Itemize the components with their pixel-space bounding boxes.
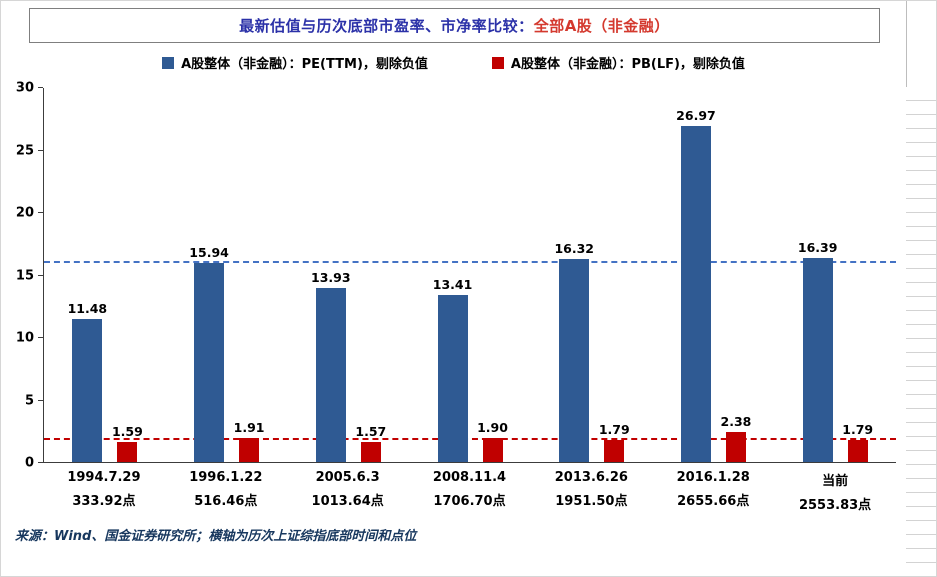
y-tick-label: 15 [15,268,34,283]
y-tick-mark [38,87,43,88]
x-label-points: 1706.70点 [433,494,506,509]
x-label-date: 1994.7.29 [67,470,141,485]
pe-average-dashed-line [44,260,896,263]
pe-bar: 15.94 [189,245,229,462]
y-tick-mark [38,212,43,213]
y-tick-label: 20 [15,205,34,221]
pb-bar: 2.38 [721,414,751,462]
plot-area: 11.48 1.59 15.94 1.91 13.93 1.57 13.41 1.90 16.3… [43,88,896,463]
pb-bar: 1.91 [234,420,265,462]
legend-item-pb: A股整体（非金融）：PB(LF)，剔除负值 [491,53,745,72]
bar-value-label: 1.79 [842,421,874,437]
chart-title: 最新估值与历次底部市盈率、市净率比较：全部A股（非金融） [29,8,880,43]
x-label-date: 2008.11.4 [432,470,507,485]
bar-group: 26.97 2.38 [653,88,775,462]
y-tick-label: 10 [15,330,34,346]
y-tick-label: 25 [15,143,34,158]
bar-group: 16.39 1.79 [774,88,896,462]
y-tick-mark [38,462,43,463]
title-main: 最新估值与历次底部市盈率、市净率比较： [239,17,534,35]
x-label-date: 2016.1.28 [676,470,750,485]
pe-bar: 16.39 [798,240,837,462]
bar-group: 11.48 1.59 [44,88,166,462]
x-label-points: 516.46点 [194,494,258,509]
bar-value-label: 1.79 [598,421,630,437]
pe-legend-swatch [162,56,175,69]
pe-bar: 13.41 [433,277,472,462]
y-tick-mark [38,399,43,401]
y-tick-mark [38,149,43,151]
bar-value-label: 1.90 [477,420,508,436]
bar-group: 15.94 1.91 [166,88,288,462]
x-axis-label: 2008.11.4 1706.70点 [409,470,531,513]
x-axis-label: 2013.6.26 1951.50点 [530,470,652,513]
bar-value-label: 1.91 [233,420,265,436]
source-note: 来源：Wind、国金证券研究所；横轴为历次上证综指底部时间和点位 [15,529,417,544]
bar-value-label: 16.32 [554,240,595,256]
bar-group: 13.93 1.57 [287,88,409,462]
pe-bar: 26.97 [676,108,716,462]
bar-group: 16.32 1.79 [531,88,653,462]
x-axis-label: 2005.6.3 1013.64点 [287,470,409,513]
x-axis-label: 当前 2553.83点 [774,470,896,513]
bar-value-label: 1.57 [355,424,387,440]
x-axis-label: 1994.7.29 333.92点 [43,470,165,513]
legend-item-pe: A股整体（非金融）：PE(TTM)，剔除负值 [162,53,428,72]
bar-value-label: 26.97 [676,107,716,123]
bar-group: 13.41 1.90 [409,88,531,462]
x-axis-label: 2016.1.28 2655.66点 [652,470,774,513]
bar-value-label: 13.93 [311,270,351,286]
chart-card: 最新估值与历次底部市盈率、市净率比较：全部A股（非金融） A股整体（非金融）：P… [1,1,907,576]
pe-bar: 16.32 [554,241,594,462]
pb-legend-label: A股整体（非金融）：PB(LF)，剔除负值 [510,57,745,72]
bar-value-label: 1.59 [111,424,143,440]
y-tick-label: 30 [15,80,34,96]
x-label-points: 2553.83点 [798,498,872,513]
bar-value-label: 13.41 [432,276,473,292]
y-tick-label: 5 [24,393,34,408]
pe-bar: 11.48 [68,301,107,462]
y-axis: 0 5 10 15 20 25 30 [9,82,43,470]
bar-value-label: 2.38 [720,414,752,430]
x-label-date: 当前 [822,474,849,489]
y-tick-label: 0 [24,455,34,471]
chart: 0 5 10 15 20 25 30 11.48 1.59 15.94 1.91 13.93 1.57… [9,82,896,470]
bar-value-label: 16.39 [797,239,838,255]
title-highlight: 全部A股（非金融） [533,17,670,35]
pb-legend-swatch [491,56,504,69]
pb-bar: 1.57 [355,424,386,462]
bar-value-label: 15.94 [189,245,229,261]
x-label-points: 1951.50点 [555,494,628,509]
pe-legend-label: A股整体（非金融）：PE(TTM)，剔除负值 [181,57,428,72]
x-label-points: 333.92点 [72,494,136,509]
y-tick-mark [38,274,43,276]
right-ruled-strip [906,87,936,576]
x-label-date: 1996.1.22 [189,470,263,485]
pb-bar: 1.90 [477,420,508,462]
pb-bar: 1.79 [599,422,630,462]
y-tick-mark [38,337,43,338]
pb-bar: 1.59 [112,424,143,462]
x-label-date: 2005.6.3 [315,470,380,485]
pb-average-dashed-line [44,437,896,440]
x-label-points: 1013.64点 [311,494,384,509]
bar-value-label: 11.48 [67,300,108,316]
x-label-points: 2655.66点 [677,494,750,509]
pe-bar: 13.93 [311,270,351,462]
x-axis: 1994.7.29 333.92点 1996.1.22 516.46点 2005.6.3… [43,470,896,513]
x-label-date: 2013.6.26 [554,470,628,485]
legend: A股整体（非金融）：PE(TTM)，剔除负值 A股整体（非金融）：PB(LF)，… [1,53,906,72]
pb-bar: 1.79 [842,422,873,462]
x-axis-label: 1996.1.22 516.46点 [165,470,287,513]
